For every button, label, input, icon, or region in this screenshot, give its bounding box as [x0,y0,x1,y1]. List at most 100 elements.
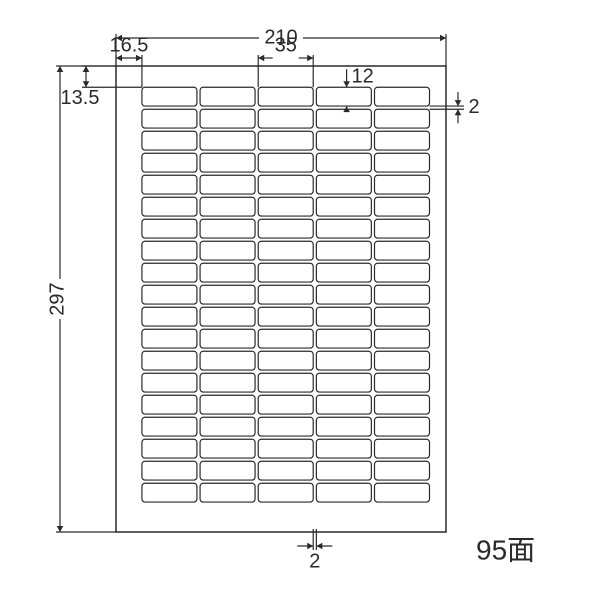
label-cell [142,241,197,260]
label-cell [316,241,371,260]
label-cell [375,483,430,502]
label-cell [200,87,255,106]
label-cell [375,87,430,106]
label-cell [142,263,197,282]
dim-label: 2 [309,550,320,572]
label-cell [258,87,313,106]
label-cell [316,395,371,414]
label-cell [200,175,255,194]
label-cell [142,373,197,392]
label-cell [375,395,430,414]
label-cell [258,483,313,502]
label-cell [200,219,255,238]
label-cell [316,329,371,348]
label-cell [316,197,371,216]
label-cell [316,351,371,370]
dim-label: 13.5 [61,87,100,109]
label-cell [200,351,255,370]
label-cell [375,373,430,392]
dim-arrowhead [57,526,64,532]
label-cell [375,307,430,326]
label-cell [142,219,197,238]
label-cell [200,417,255,436]
label-cell [258,285,313,304]
label-cell [375,439,430,458]
label-cell [258,219,313,238]
label-cell [375,131,430,150]
label-cell [142,439,197,458]
dim-label: 35 [275,34,297,56]
label-cell [200,285,255,304]
dim-arrowhead [83,66,90,72]
label-cell [258,131,313,150]
label-cell [375,461,430,480]
dim-arrowhead [258,55,264,62]
label-cell [375,417,430,436]
label-cell [316,263,371,282]
label-cell [375,219,430,238]
dim-arrowhead [57,66,64,72]
label-cell [258,439,313,458]
label-cell [316,483,371,502]
label-cell [375,351,430,370]
label-cell [200,461,255,480]
dim-label: 16.5 [109,34,148,56]
label-cell [258,241,313,260]
label-cell [200,307,255,326]
dim-arrowhead [307,543,313,550]
label-cell [316,417,371,436]
label-cell [375,329,430,348]
label-cell [316,175,371,194]
label-cell [200,153,255,172]
label-cell [142,285,197,304]
label-cell [142,109,197,128]
label-cell [258,417,313,436]
label-cell [200,395,255,414]
label-cell [200,483,255,502]
label-cell [258,307,313,326]
label-cell [316,461,371,480]
label-cell [258,329,313,348]
label-cell [375,197,430,216]
label-cell [142,153,197,172]
label-cell [375,285,430,304]
label-cell [142,417,197,436]
label-cell [142,395,197,414]
label-sheet-diagram: 21016.53512213.5297295面 [0,0,600,600]
label-cell [200,439,255,458]
label-cell [316,87,371,106]
label-cell [258,395,313,414]
dim-arrowhead [455,100,462,106]
label-cell [258,175,313,194]
label-cell [258,153,313,172]
label-cell [200,373,255,392]
label-cell [316,307,371,326]
dim-arrowhead [307,55,313,62]
label-cell [375,175,430,194]
dim-arrowhead [455,109,462,115]
label-cell [142,197,197,216]
label-cell [258,461,313,480]
label-cell [142,461,197,480]
label-cell [375,109,430,128]
label-cell [316,219,371,238]
label-cell [200,197,255,216]
label-cell [375,241,430,260]
label-cell [200,109,255,128]
dim-arrowhead [440,35,446,42]
label-cell [142,351,197,370]
count-label: 95面 [476,534,535,565]
label-cell [258,197,313,216]
dim-label: 2 [468,96,479,118]
label-cell [316,373,371,392]
label-cell [316,439,371,458]
label-grid [142,87,430,502]
label-cell [142,175,197,194]
dim-label: 12 [351,65,373,87]
label-cell [142,483,197,502]
label-cell [142,329,197,348]
label-cell [142,131,197,150]
label-cell [375,263,430,282]
label-cell [258,263,313,282]
label-cell [316,153,371,172]
